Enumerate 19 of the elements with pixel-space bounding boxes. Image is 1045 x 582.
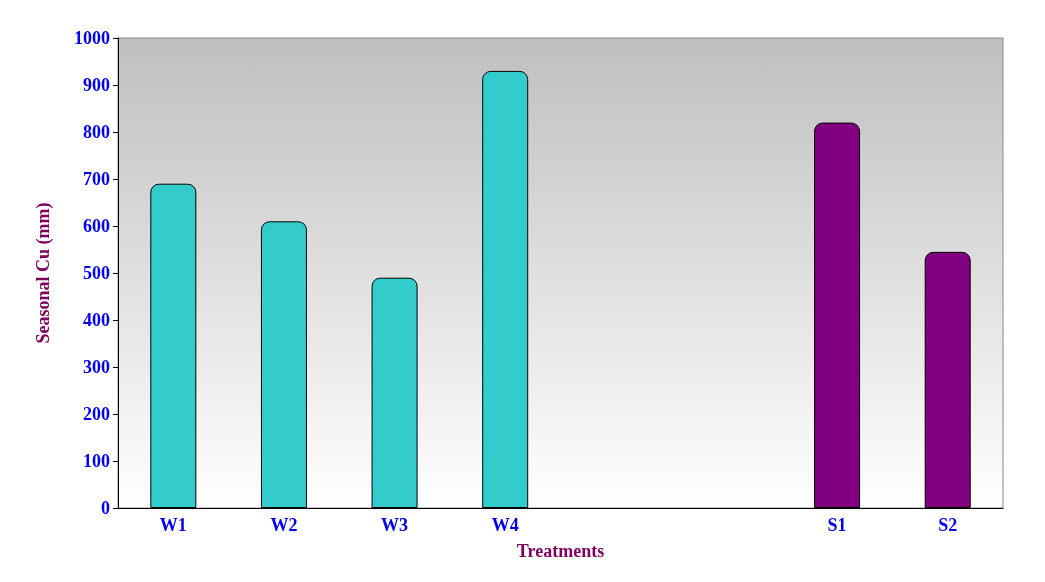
y-tick-label: 300 <box>83 357 110 377</box>
y-tick-label: 700 <box>83 169 110 189</box>
y-tick-label: 200 <box>83 404 110 424</box>
x-tick-label: W3 <box>381 515 409 535</box>
y-tick-label: 400 <box>83 310 110 330</box>
x-tick-label: W1 <box>159 515 187 535</box>
x-tick-label: W2 <box>270 515 298 535</box>
y-tick-label: 800 <box>83 122 110 142</box>
y-tick-label: 900 <box>83 75 110 95</box>
x-axis-title: Treatments <box>516 541 605 561</box>
y-tick-label: 600 <box>83 216 110 236</box>
y-tick-label: 1000 <box>74 28 110 48</box>
y-tick-label: 0 <box>101 498 110 518</box>
y-tick-label: 500 <box>83 263 110 283</box>
x-tick-label: S2 <box>938 515 958 535</box>
y-tick-label: 100 <box>83 451 110 471</box>
x-tick-label: W4 <box>491 515 519 535</box>
y-axis-title: Seasonal Cu (mm) <box>33 202 54 344</box>
x-tick-label: S1 <box>827 515 847 535</box>
